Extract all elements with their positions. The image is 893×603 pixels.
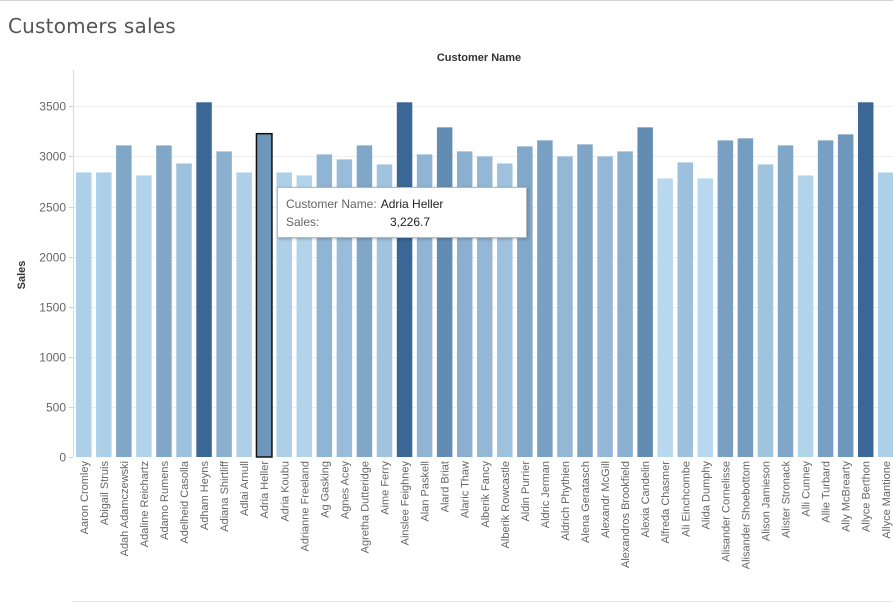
bars <box>76 102 893 458</box>
top-rule <box>0 0 893 1</box>
x-tick-label: Alexandros Brookfield <box>620 461 632 568</box>
x-tick-label: Alison Jamieson <box>760 461 772 541</box>
bar-adamo-rumens[interactable] <box>156 145 172 457</box>
tooltip-name-value: Adria Heller <box>380 197 444 211</box>
x-tick-label: Alisander Cornelisse <box>720 461 732 562</box>
bar-alexandros-brookfield[interactable] <box>617 151 633 457</box>
bar-aaron-cromley[interactable] <box>76 172 92 457</box>
x-tick-label: Allie Turbard <box>821 461 833 523</box>
x-tick-label: Aldrich Phythien <box>560 461 572 541</box>
x-tick-label: Alard Briat <box>440 461 452 512</box>
x-axis-header: Customer Name <box>436 52 522 64</box>
x-tick-label: Ali Einchcombe <box>680 461 692 537</box>
bar-alister-stronack[interactable] <box>777 145 794 457</box>
x-tick-label: Alberik Rowcastle <box>500 461 512 548</box>
tooltip-sales-value: 3,226.7 <box>390 215 431 229</box>
x-tick-label: Alberik Fancy <box>480 461 492 528</box>
x-tick-label: Ally McBrearty <box>841 461 853 532</box>
x-tick-label: Alaric Thaw <box>460 461 472 518</box>
x-tick-label: Agnes Acey <box>339 461 351 520</box>
bar-abigail-struis[interactable] <box>96 172 112 457</box>
bar-adham-heyns[interactable] <box>196 102 212 457</box>
bar-adelheid-casolla[interactable] <box>176 163 192 457</box>
bar-ali-einchcombe[interactable] <box>677 162 694 457</box>
x-tick-label: Alfreda Chasmer <box>660 461 672 544</box>
bar-allyce-berthon[interactable] <box>857 102 874 457</box>
bar-alida-dumphy[interactable] <box>697 178 714 457</box>
bar-adah-adamczewski[interactable] <box>116 145 132 457</box>
y-tick-label: 0 <box>59 451 66 465</box>
bar-adria-koubu[interactable] <box>276 172 293 457</box>
x-tick-label: Alister Stronack <box>781 461 793 539</box>
bar-alena-geratasch[interactable] <box>577 144 593 457</box>
x-tick-label: Adria Heller <box>259 461 271 519</box>
y-tick-label: 2000 <box>39 251 66 265</box>
x-tick-label: Allyce Berthon <box>861 461 873 532</box>
x-tick-label: Aaron Cromley <box>79 461 91 535</box>
bar-alisander-shoebottom[interactable] <box>737 138 754 458</box>
y-axis: 0 500 1000 1500 2000 2500 3000 3500 <box>39 70 74 465</box>
x-tick-label: Alida Dumphy <box>700 461 712 530</box>
bar-allyce-mantione[interactable] <box>878 172 893 457</box>
x-axis-labels: Aaron Cromley Abigail Struis Adah Adamczew… <box>79 460 893 569</box>
bar-adria-heller[interactable] <box>255 132 273 458</box>
x-tick-label: Alan Paskell <box>420 461 432 522</box>
y-tick-label: 2500 <box>39 201 66 215</box>
x-tick-label: Adamo Rumens <box>159 461 171 540</box>
y-tick-label: 3500 <box>39 100 66 114</box>
bar-adrianne-freeland[interactable] <box>296 175 313 457</box>
y-tick-label: 3000 <box>39 150 66 164</box>
tooltip: Customer Name: Adria Heller Sales: 3,226.7 <box>277 187 527 238</box>
x-tick-label: Adlai Arnull <box>239 461 251 516</box>
x-tick-label: Alena Geratasch <box>580 461 592 543</box>
x-tick-label: Alexia Candelin <box>640 461 652 537</box>
x-tick-label: Adrianne Freeland <box>299 461 311 552</box>
x-tick-label: Adah Adamczewski <box>119 461 131 556</box>
x-tick-label: Ainslee Feighney <box>400 461 412 546</box>
x-tick-label: Aldin Purrier <box>520 461 532 522</box>
tooltip-row-name: Customer Name: Adria Heller <box>286 197 443 211</box>
bar-alexandr-mcgill[interactable] <box>597 156 613 457</box>
bar-alison-jamieson[interactable] <box>757 164 774 458</box>
x-tick-label: Alli Cunney <box>801 461 813 517</box>
x-tick-label: Allyce Mantione <box>881 461 893 539</box>
bar-allie-turbard[interactable] <box>817 140 834 457</box>
tooltip-sales-key: Sales: <box>286 215 320 229</box>
bar-ainslee-feighney[interactable] <box>396 102 413 457</box>
y-tick-label: 1500 <box>39 301 66 315</box>
bar-adaline-reichartz[interactable] <box>136 175 152 457</box>
x-tick-label: Abigail Struis <box>99 461 111 526</box>
x-tick-label: Adelheid Casolla <box>179 460 191 543</box>
x-tick-label: Adaline Reichartz <box>139 461 151 547</box>
x-tick-label: Adiana Shirtliff <box>219 460 231 532</box>
tooltip-row-sales: Sales: 3,226.7 <box>286 215 430 229</box>
x-tick-label: Aldric Jerman <box>540 461 552 528</box>
bar-alli-cunney[interactable] <box>797 175 814 457</box>
bar-aldrich-phythien[interactable] <box>557 156 573 457</box>
x-tick-label: Adham Heyns <box>199 461 211 531</box>
bar-alard-briat[interactable] <box>436 127 453 457</box>
bar-adiana-shirtliff[interactable] <box>216 151 232 457</box>
x-tick-label: Ag Gasking <box>319 461 331 518</box>
y-tick-label: 500 <box>46 401 66 415</box>
y-tick-label: 1000 <box>39 351 66 365</box>
bar-alexia-candelin[interactable] <box>637 127 653 457</box>
x-tick-label: Alisander Shoebottom <box>740 461 752 569</box>
x-tick-label: Agretha Dutteridge <box>359 461 371 553</box>
page-title: Customers sales <box>8 14 176 38</box>
x-tick-label: Adria Koubu <box>279 461 291 522</box>
bottom-rule <box>73 601 893 602</box>
x-tick-label: Alexandr McGill <box>600 461 612 538</box>
bar-adlai-arnull[interactable] <box>236 172 252 457</box>
x-tick-label: Aime Ferry <box>380 461 392 515</box>
bar-aldric-jerman[interactable] <box>537 140 553 457</box>
bar-ally-mcbrearty[interactable] <box>837 134 854 458</box>
bar-alfreda-chasmer[interactable] <box>657 178 673 457</box>
bar-alisander-cornelisse[interactable] <box>717 140 734 457</box>
tooltip-name-key: Customer Name: <box>286 197 377 211</box>
